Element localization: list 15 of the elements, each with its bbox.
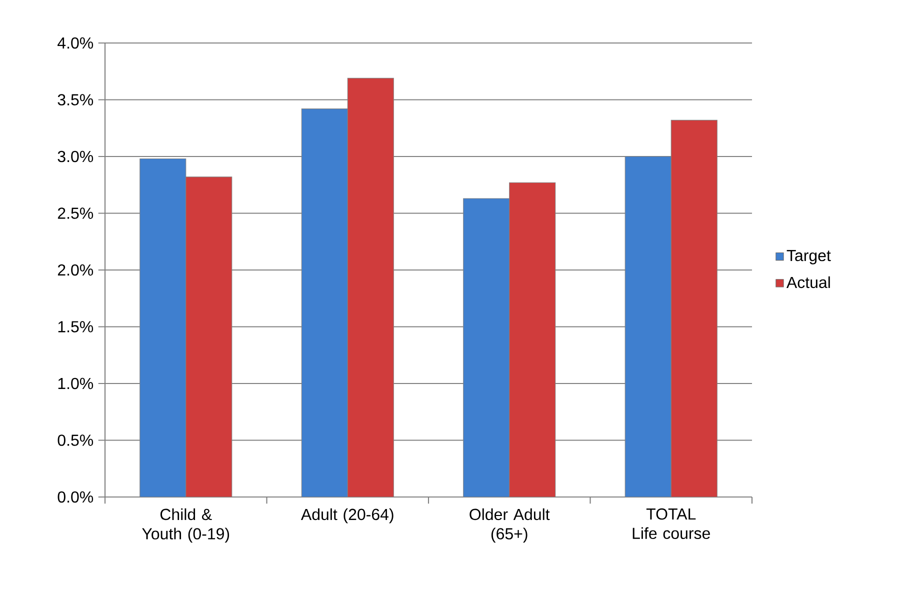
y-tick-label: 1.0% xyxy=(58,378,94,390)
y-tick-label: 1.5% xyxy=(58,321,94,332)
x-tick-label: Older Adult (65+) xyxy=(470,508,550,543)
legend-label: Target xyxy=(786,250,831,264)
x-tick-label: Adult (20-64) xyxy=(300,508,394,524)
y-tick-label: 3.0% xyxy=(58,150,94,162)
legend-label: Actual xyxy=(786,276,830,288)
y-tick-label: 2.5% xyxy=(58,208,94,219)
x-tick-label: TOTAL Life course xyxy=(632,508,710,540)
y-tick-label: 2.0% xyxy=(58,264,94,276)
x-tick-label: Child & Youth (0-19) xyxy=(142,508,230,543)
y-tick-label: 3.5% xyxy=(58,94,94,106)
y-tick-label: 0.5% xyxy=(58,434,94,446)
y-tick-label: 0.0% xyxy=(58,491,94,503)
y-tick-label: 4.0% xyxy=(58,37,94,49)
